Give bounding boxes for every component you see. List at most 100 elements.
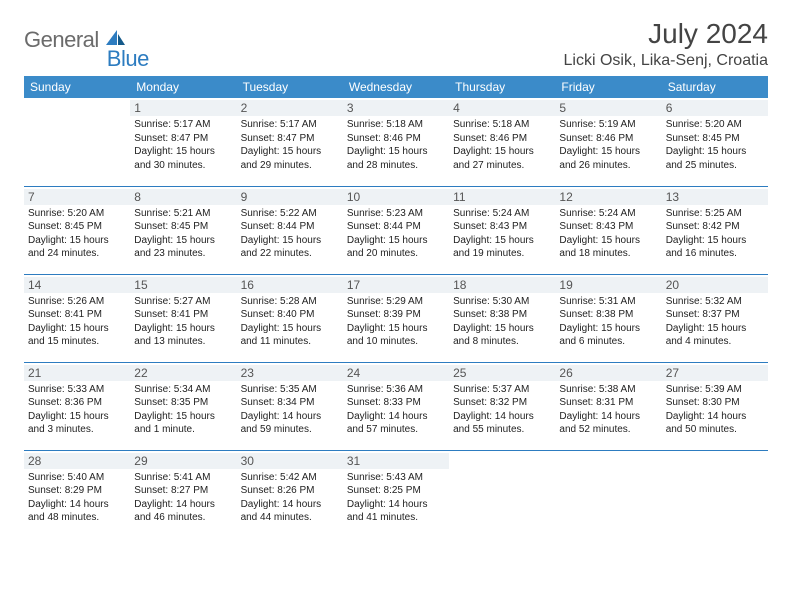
day-details: Sunrise: 5:18 AMSunset: 8:46 PMDaylight:… [347,118,445,172]
day-details: Sunrise: 5:37 AMSunset: 8:32 PMDaylight:… [453,383,551,437]
day-details: Sunrise: 5:39 AMSunset: 8:30 PMDaylight:… [666,383,764,437]
day-number: 12 [555,189,661,205]
day-number: 25 [449,365,555,381]
calendar-day-cell: 6Sunrise: 5:20 AMSunset: 8:45 PMDaylight… [662,98,768,186]
calendar-day-cell: 8Sunrise: 5:21 AMSunset: 8:45 PMDaylight… [130,186,236,274]
day-details: Sunrise: 5:26 AMSunset: 8:41 PMDaylight:… [28,295,126,349]
calendar-day-cell: 5Sunrise: 5:19 AMSunset: 8:46 PMDaylight… [555,98,661,186]
calendar-day-cell: 9 Sunrise: 5:22 AMSunset: 8:44 PMDaylight… [237,186,343,274]
calendar-day-cell: 20 Sunrise: 5:32 AMSunset: 8:37 PMDayligh… [662,274,768,362]
calendar-day-cell: 25 Sunrise: 5:37 AMSunset: 8:32 PMDayligh… [449,362,555,450]
calendar-week-row: 21 Sunrise: 5:33 AMSunset: 8:36 PMDayligh… [24,362,768,450]
day-details: Sunrise: 5:36 AMSunset: 8:33 PMDaylight:… [347,383,445,437]
day-number: 21 [24,365,130,381]
calendar-day-cell: 4Sunrise: 5:18 AMSunset: 8:46 PMDaylight… [449,98,555,186]
calendar-day-cell: 18 Sunrise: 5:30 AMSunset: 8:38 PMDayligh… [449,274,555,362]
calendar-day-cell: 24 Sunrise: 5:36 AMSunset: 8:33 PMDayligh… [343,362,449,450]
calendar-day-cell: 13Sunrise: 5:25 AMSunset: 8:42 PMDayligh… [662,186,768,274]
calendar-day-cell: 11 Sunrise: 5:24 AMSunset: 8:43 PMDayligh… [449,186,555,274]
weekday-header: Thursday [449,76,555,98]
weekday-header: Monday [130,76,236,98]
day-number: 27 [662,365,768,381]
day-details: Sunrise: 5:28 AMSunset: 8:40 PMDaylight:… [241,295,339,349]
header: General Blue July 2024 Licki Osik, Lika-… [24,18,768,70]
day-number: 16 [237,277,343,293]
day-details: Sunrise: 5:22 AMSunset: 8:44 PMDaylight:… [241,207,339,261]
day-details: Sunrise: 5:18 AMSunset: 8:46 PMDaylight:… [453,118,551,172]
calendar-week-row: 14 Sunrise: 5:26 AMSunset: 8:41 PMDayligh… [24,274,768,362]
calendar-day-cell: . [449,450,555,538]
day-details: Sunrise: 5:43 AMSunset: 8:25 PMDaylight:… [347,471,445,525]
weekday-header: Saturday [662,76,768,98]
title-block: July 2024 Licki Osik, Lika-Senj, Croatia [563,18,768,70]
day-number: 24 [343,365,449,381]
day-details: Sunrise: 5:17 AMSunset: 8:47 PMDaylight:… [241,118,339,172]
day-number: 17 [343,277,449,293]
day-details: Sunrise: 5:29 AMSunset: 8:39 PMDaylight:… [347,295,445,349]
logo-text-blue: Blue [107,46,149,72]
day-number: 29 [130,453,236,469]
logo-text-general: General [24,27,99,53]
day-number: 20 [662,277,768,293]
weekday-header: Wednesday [343,76,449,98]
day-details: Sunrise: 5:20 AMSunset: 8:45 PMDaylight:… [666,118,764,172]
day-details: Sunrise: 5:33 AMSunset: 8:36 PMDaylight:… [28,383,126,437]
calendar-week-row: 28 Sunrise: 5:40 AMSunset: 8:29 PMDayligh… [24,450,768,538]
calendar-week-row: 7Sunrise: 5:20 AMSunset: 8:45 PMDaylight… [24,186,768,274]
day-number: 22 [130,365,236,381]
calendar-day-cell: 16 Sunrise: 5:28 AMSunset: 8:40 PMDayligh… [237,274,343,362]
day-number: 18 [449,277,555,293]
calendar-day-cell: . [662,450,768,538]
day-number: 26 [555,365,661,381]
weekday-header-row: Sunday Monday Tuesday Wednesday Thursday… [24,76,768,98]
calendar-table: Sunday Monday Tuesday Wednesday Thursday… [24,76,768,538]
calendar-day-cell: 7Sunrise: 5:20 AMSunset: 8:45 PMDaylight… [24,186,130,274]
day-number: 2 [237,100,343,116]
day-details: Sunrise: 5:21 AMSunset: 8:45 PMDaylight:… [134,207,232,261]
day-details: Sunrise: 5:27 AMSunset: 8:41 PMDaylight:… [134,295,232,349]
day-number: 11 [449,189,555,205]
calendar-day-cell: 10 Sunrise: 5:23 AMSunset: 8:44 PMDayligh… [343,186,449,274]
calendar-day-cell: 3Sunrise: 5:18 AMSunset: 8:46 PMDaylight… [343,98,449,186]
day-number: 7 [24,189,130,205]
day-details: Sunrise: 5:35 AMSunset: 8:34 PMDaylight:… [241,383,339,437]
calendar-day-cell: 15 Sunrise: 5:27 AMSunset: 8:41 PMDayligh… [130,274,236,362]
weekday-header: Friday [555,76,661,98]
location-title: Licki Osik, Lika-Senj, Croatia [563,52,768,70]
day-number: 1 [130,100,236,116]
day-number: 9 [237,189,343,205]
day-number: 23 [237,365,343,381]
calendar-day-cell: . [555,450,661,538]
logo: General Blue [24,18,149,62]
calendar-day-cell: . [24,98,130,186]
calendar-day-cell: 19Sunrise: 5:31 AMSunset: 8:38 PMDayligh… [555,274,661,362]
weekday-header: Tuesday [237,76,343,98]
day-details: Sunrise: 5:17 AMSunset: 8:47 PMDaylight:… [134,118,232,172]
day-number: 30 [237,453,343,469]
day-details: Sunrise: 5:24 AMSunset: 8:43 PMDaylight:… [453,207,551,261]
day-details: Sunrise: 5:23 AMSunset: 8:44 PMDaylight:… [347,207,445,261]
day-details: Sunrise: 5:40 AMSunset: 8:29 PMDaylight:… [28,471,126,525]
day-number: 31 [343,453,449,469]
calendar-day-cell: 2 Sunrise: 5:17 AMSunset: 8:47 PMDaylight… [237,98,343,186]
calendar-day-cell: 29Sunrise: 5:41 AMSunset: 8:27 PMDayligh… [130,450,236,538]
calendar-week-row: .1 Sunrise: 5:17 AMSunset: 8:47 PMDayligh… [24,98,768,186]
calendar-day-cell: 31 Sunrise: 5:43 AMSunset: 8:25 PMDayligh… [343,450,449,538]
day-details: Sunrise: 5:25 AMSunset: 8:42 PMDaylight:… [666,207,764,261]
calendar-day-cell: 23 Sunrise: 5:35 AMSunset: 8:34 PMDayligh… [237,362,343,450]
calendar-day-cell: 17 Sunrise: 5:29 AMSunset: 8:39 PMDayligh… [343,274,449,362]
day-details: Sunrise: 5:30 AMSunset: 8:38 PMDaylight:… [453,295,551,349]
day-number: 15 [130,277,236,293]
day-number: 14 [24,277,130,293]
calendar-day-cell: 14 Sunrise: 5:26 AMSunset: 8:41 PMDayligh… [24,274,130,362]
day-number: 10 [343,189,449,205]
calendar-day-cell: 22Sunrise: 5:34 AMSunset: 8:35 PMDayligh… [130,362,236,450]
calendar-day-cell: 30Sunrise: 5:42 AMSunset: 8:26 PMDayligh… [237,450,343,538]
day-details: Sunrise: 5:32 AMSunset: 8:37 PMDaylight:… [666,295,764,349]
day-details: Sunrise: 5:31 AMSunset: 8:38 PMDaylight:… [559,295,657,349]
calendar-day-cell: 1 Sunrise: 5:17 AMSunset: 8:47 PMDaylight… [130,98,236,186]
calendar-day-cell: 28 Sunrise: 5:40 AMSunset: 8:29 PMDayligh… [24,450,130,538]
calendar-day-cell: 26Sunrise: 5:38 AMSunset: 8:31 PMDayligh… [555,362,661,450]
calendar-day-cell: 12Sunrise: 5:24 AMSunset: 8:43 PMDayligh… [555,186,661,274]
day-number: 28 [24,453,130,469]
